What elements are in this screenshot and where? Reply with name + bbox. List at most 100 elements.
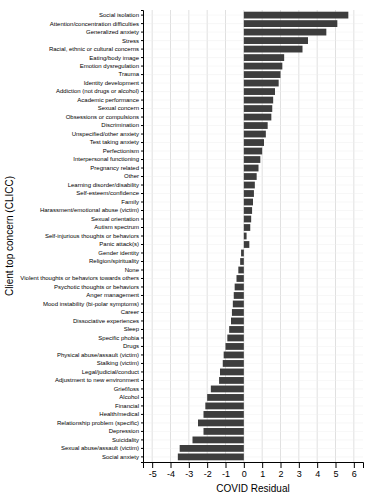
tick-mark [141, 337, 143, 338]
y-tick: Autism spectrum [94, 224, 143, 230]
x-axis-title: COVID Residual [216, 483, 289, 494]
tick-label: Interpersonal functioning [73, 156, 139, 162]
tick-mark [141, 380, 143, 381]
tick-mark [317, 462, 318, 468]
tick-label: Sexual concern [98, 105, 139, 111]
tick-mark [141, 405, 143, 406]
x-tick: -5 [149, 462, 157, 479]
y-tick: Suicidality [112, 437, 143, 443]
tick-label: Alcohol [119, 394, 139, 400]
bar [227, 335, 244, 342]
grid-line [143, 295, 363, 296]
tick-mark [171, 462, 172, 468]
x-tick: -2 [204, 462, 212, 479]
x-tick: -4 [167, 462, 175, 479]
x-tick: 2 [278, 462, 283, 479]
tick-label: Religion/spirituality [89, 258, 139, 264]
tick-mark [141, 83, 143, 84]
tick-mark [141, 303, 143, 304]
tick-mark [226, 462, 227, 468]
tick-label: None [125, 267, 140, 273]
bar [229, 326, 244, 333]
bar [244, 71, 281, 78]
y-tick: Self-injurious thoughts or behaviors [45, 233, 143, 239]
tick-label: Family [121, 199, 139, 205]
tick-mark [141, 439, 143, 440]
bar [211, 386, 244, 393]
tick-mark [141, 100, 143, 101]
bar [224, 352, 244, 359]
tick-mark [141, 108, 143, 109]
y-tick: Identity development [84, 80, 143, 86]
tick-label: -3 [185, 469, 193, 479]
y-tick: Sexual concern [98, 105, 143, 111]
bar [244, 20, 338, 27]
y-tick: Academic performance [77, 97, 143, 103]
tick-label: 0 [242, 469, 247, 479]
y-tick: Attention/concentration difficulties [50, 21, 143, 27]
bar [234, 292, 244, 299]
bar [204, 428, 244, 435]
y-tick: Violent thoughts or behaviors towards ot… [20, 275, 143, 281]
y-tick: Panic attack(s) [99, 241, 143, 247]
y-tick: Sexual abuse/assault (victim) [61, 445, 143, 451]
tick-label: -2 [204, 469, 212, 479]
tick-mark [141, 227, 143, 228]
tick-mark [141, 74, 143, 75]
tick-label: Addiction (not drugs or alcohol) [56, 88, 139, 94]
bar [244, 12, 349, 19]
tick-mark [141, 278, 143, 279]
bar [204, 411, 244, 418]
tick-label: Sexual orientation [91, 216, 139, 222]
y-tick: Relationship problem (specific) [57, 420, 143, 426]
tick-label: Depression [109, 428, 139, 434]
grid-line [143, 397, 363, 398]
tick-label: Racial, ethnic or cultural concerns [49, 46, 139, 52]
x-tick: -1 [222, 462, 230, 479]
tick-mark [141, 236, 143, 237]
tick-label: Legal/judicial/conduct [82, 369, 140, 375]
y-tick: Sexual orientation [91, 216, 143, 222]
tick-mark [141, 329, 143, 330]
y-tick: Drugs [123, 343, 143, 349]
bar [244, 148, 262, 155]
tick-label: Specific phobia [98, 335, 139, 341]
tick-mark [141, 125, 143, 126]
grid-line [143, 431, 363, 432]
tick-label: Social anxiety [102, 454, 139, 460]
tick-label: 6 [352, 469, 357, 479]
bar [244, 216, 251, 223]
y-tick: Interpersonal functioning [73, 156, 143, 162]
grid [143, 10, 363, 462]
bar [238, 267, 244, 274]
y-tick: Legal/judicial/conduct [82, 369, 143, 375]
y-tick: Family [121, 199, 143, 205]
y-tick: Social isolation [99, 12, 143, 18]
bar [219, 377, 244, 384]
tick-label: Generalized anxiety [86, 29, 139, 35]
bars [178, 12, 349, 461]
y-tick: Religion/spirituality [89, 258, 143, 264]
y-tick: Financial [115, 403, 143, 409]
bar [244, 46, 303, 53]
y-tick: Adjustment to new environment [55, 377, 143, 383]
y-tick: Gender identity [98, 250, 143, 256]
tick-mark [141, 431, 143, 432]
tick-mark [141, 66, 143, 67]
tick-mark [141, 134, 143, 135]
tick-label: Health/medical [99, 411, 139, 417]
tick-mark [141, 422, 143, 423]
tick-mark [141, 23, 143, 24]
tick-label: Perfectionism [103, 148, 139, 154]
grid-line [143, 414, 363, 415]
tick-label: Autism spectrum [94, 224, 139, 230]
x-tick: 1 [260, 462, 265, 479]
grid-line [143, 388, 363, 389]
tick-label: -5 [149, 469, 157, 479]
y-tick: Test taking anxiety [90, 139, 143, 145]
bar [244, 131, 266, 138]
tick-mark [141, 244, 143, 245]
grid-line [143, 439, 363, 440]
y-tick: Grief/loss [114, 386, 143, 392]
x-tick: 0 [242, 462, 247, 479]
